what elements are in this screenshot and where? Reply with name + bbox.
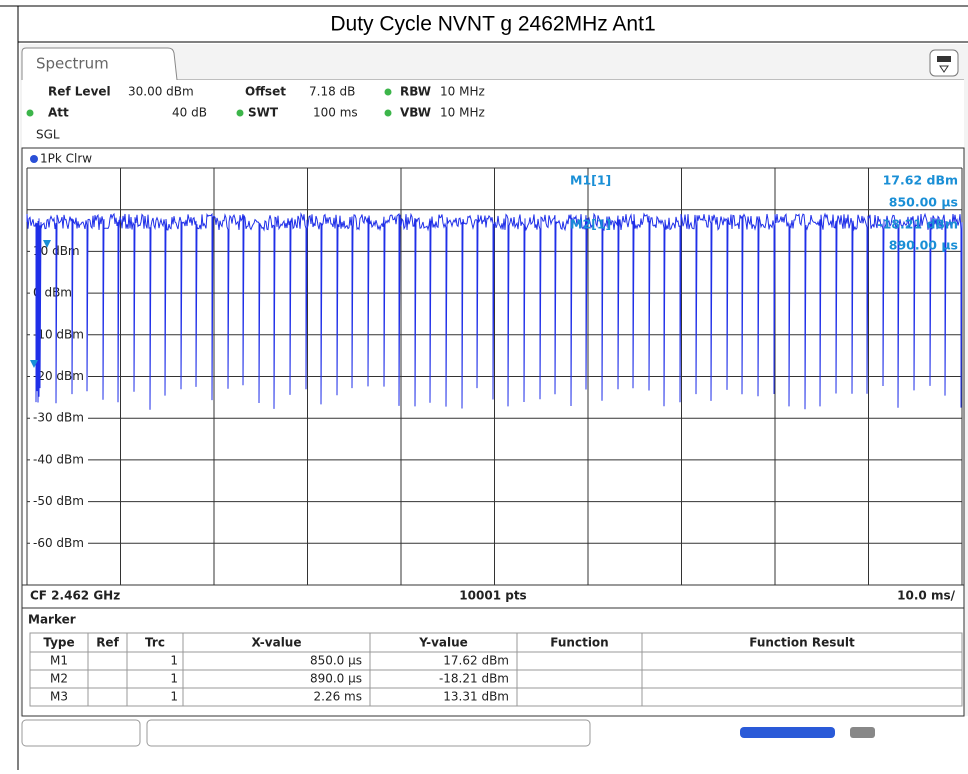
menu-icon-arrow <box>939 65 949 73</box>
y-label: -30 dBm <box>33 411 84 425</box>
setting-value: 10 MHz <box>440 106 485 120</box>
marker-panel <box>21 607 965 717</box>
table-header: Ref <box>96 636 119 650</box>
marker-flag <box>30 360 38 368</box>
status-dot <box>384 109 392 117</box>
setting-value: 100 ms <box>313 106 358 120</box>
table-cell <box>641 687 963 707</box>
tab[interactable] <box>21 47 964 81</box>
setting-value: 30.00 dBm <box>128 85 194 99</box>
table-header: X-value <box>252 636 302 650</box>
marker-readout: M1[1] <box>570 173 611 188</box>
status-dot <box>384 88 392 96</box>
table-cell-text: 17.62 dBm <box>443 654 509 668</box>
tab-label[interactable]: Spectrum <box>36 55 109 73</box>
table-cell-text: M2 <box>50 672 68 686</box>
setting-label: RBW <box>400 85 431 99</box>
y-label-bg <box>30 493 88 510</box>
table-header: Trc <box>145 636 165 650</box>
y-label: -60 dBm <box>33 536 84 550</box>
y-label: -10 dBm <box>33 327 84 341</box>
y-label: -40 dBm <box>33 452 84 466</box>
y-label: -20 dBm <box>33 369 84 383</box>
y-label-bg <box>30 410 88 427</box>
table-cell-text: 1 <box>170 690 178 704</box>
y-label-bg <box>30 368 88 385</box>
marker-flag <box>43 240 51 248</box>
status-icon <box>850 727 875 738</box>
setting-label: Att <box>48 106 69 120</box>
trace <box>26 212 963 410</box>
table-cell-text: 13.31 dBm <box>443 690 509 704</box>
table-cell-text: 1 <box>170 672 178 686</box>
status-dot <box>26 109 34 117</box>
table-cell-text: 850.0 µs <box>310 654 362 668</box>
y-label: 0 dBm <box>33 286 72 300</box>
setting-label: Ref Level <box>48 85 111 99</box>
table-cell-text: 2.26 ms <box>314 690 362 704</box>
table-cell-text: 1 <box>170 654 178 668</box>
y-label-bg <box>30 243 88 260</box>
setting-value: 10 MHz <box>440 85 485 99</box>
footer-right: 10.0 ms/ <box>897 589 955 603</box>
footer-center: 10001 pts <box>459 589 526 603</box>
y-label: -50 dBm <box>33 494 84 508</box>
page-title: Duty Cycle NVNT g 2462MHz Ant1 <box>330 13 655 36</box>
y-label-bg <box>30 326 88 343</box>
setting-label: SWT <box>248 106 279 120</box>
marker-readout: M2[1] <box>570 217 611 232</box>
marker-readout: 17.62 dBm <box>883 173 958 188</box>
trace-label: 1Pk Clrw <box>40 152 92 166</box>
setting-value: 7.18 dB <box>309 85 355 99</box>
trace-dot <box>30 155 38 163</box>
table-cell-text: M1 <box>50 654 68 668</box>
status-box <box>146 719 591 747</box>
marker-table-title: Marker <box>28 613 76 627</box>
status-dot <box>236 109 244 117</box>
table-header: Y-value <box>418 636 468 650</box>
marker-readout: 890.00 µs <box>889 238 958 253</box>
setting-value: 40 dB <box>172 106 207 120</box>
y-label-bg <box>30 285 88 302</box>
marker-readout: -18.21 dBm <box>877 217 958 232</box>
table-header: Function <box>550 636 608 650</box>
sweep-mode: SGL <box>36 128 60 142</box>
setting-label: VBW <box>400 106 431 120</box>
y-label-bg <box>30 451 88 468</box>
progress-bar <box>740 727 835 738</box>
table-cell-text: -18.21 dBm <box>439 672 509 686</box>
footer-left: CF 2.462 GHz <box>30 589 120 603</box>
table-header: Type <box>43 636 74 650</box>
setting-label: Offset <box>245 85 286 99</box>
marker-readout: 850.00 µs <box>889 195 958 210</box>
menu-icon-bar <box>937 56 951 62</box>
settings-panel <box>22 80 964 150</box>
table-header: Function Result <box>749 636 855 650</box>
table-cell-text: 890.0 µs <box>310 672 362 686</box>
status-box <box>21 719 141 747</box>
y-label-bg <box>30 535 88 552</box>
table-cell-text: M3 <box>50 690 68 704</box>
